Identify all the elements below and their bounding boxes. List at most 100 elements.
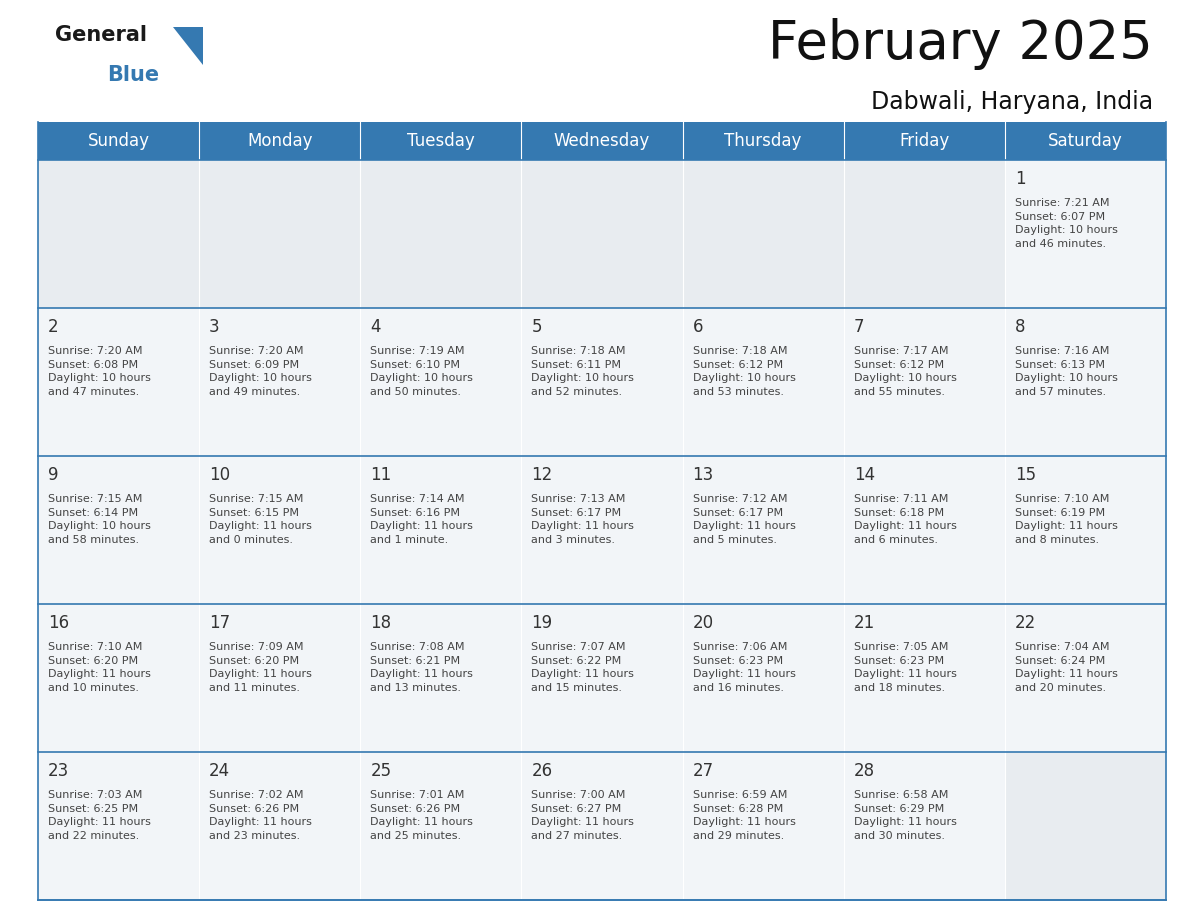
Text: Thursday: Thursday <box>725 132 802 150</box>
Bar <box>843 308 1005 456</box>
Bar <box>683 752 843 900</box>
Text: 25: 25 <box>371 762 391 780</box>
Text: 1: 1 <box>1015 170 1025 188</box>
Text: Sunrise: 7:06 AM
Sunset: 6:23 PM
Daylight: 11 hours
and 16 minutes.: Sunrise: 7:06 AM Sunset: 6:23 PM Dayligh… <box>693 642 796 693</box>
Bar <box>200 604 360 752</box>
Bar <box>683 456 843 604</box>
Text: Sunrise: 7:00 AM
Sunset: 6:27 PM
Daylight: 11 hours
and 27 minutes.: Sunrise: 7:00 AM Sunset: 6:27 PM Dayligh… <box>531 790 634 841</box>
Bar <box>38 456 200 604</box>
Text: 3: 3 <box>209 318 220 336</box>
Text: 6: 6 <box>693 318 703 336</box>
Text: Sunrise: 7:18 AM
Sunset: 6:12 PM
Daylight: 10 hours
and 53 minutes.: Sunrise: 7:18 AM Sunset: 6:12 PM Dayligh… <box>693 346 796 397</box>
Bar <box>522 752 683 900</box>
Text: Sunrise: 7:15 AM
Sunset: 6:15 PM
Daylight: 11 hours
and 0 minutes.: Sunrise: 7:15 AM Sunset: 6:15 PM Dayligh… <box>209 494 312 544</box>
Text: Sunrise: 6:58 AM
Sunset: 6:29 PM
Daylight: 11 hours
and 30 minutes.: Sunrise: 6:58 AM Sunset: 6:29 PM Dayligh… <box>854 790 956 841</box>
Text: Monday: Monday <box>247 132 312 150</box>
Bar <box>200 308 360 456</box>
Text: 7: 7 <box>854 318 864 336</box>
Bar <box>843 604 1005 752</box>
Text: Sunrise: 7:08 AM
Sunset: 6:21 PM
Daylight: 11 hours
and 13 minutes.: Sunrise: 7:08 AM Sunset: 6:21 PM Dayligh… <box>371 642 473 693</box>
Text: 21: 21 <box>854 614 876 632</box>
Bar <box>522 122 683 160</box>
Bar <box>1005 752 1165 900</box>
Text: Sunrise: 7:14 AM
Sunset: 6:16 PM
Daylight: 11 hours
and 1 minute.: Sunrise: 7:14 AM Sunset: 6:16 PM Dayligh… <box>371 494 473 544</box>
Bar <box>1005 160 1165 308</box>
Text: 15: 15 <box>1015 466 1036 484</box>
Text: Dabwali, Haryana, India: Dabwali, Haryana, India <box>871 90 1154 114</box>
Text: Sunrise: 7:04 AM
Sunset: 6:24 PM
Daylight: 11 hours
and 20 minutes.: Sunrise: 7:04 AM Sunset: 6:24 PM Dayligh… <box>1015 642 1118 693</box>
Bar <box>522 604 683 752</box>
Text: 26: 26 <box>531 762 552 780</box>
Bar <box>38 160 200 308</box>
Text: 23: 23 <box>48 762 69 780</box>
Bar <box>38 604 200 752</box>
Bar <box>360 752 522 900</box>
Bar <box>1005 456 1165 604</box>
Text: Sunrise: 7:07 AM
Sunset: 6:22 PM
Daylight: 11 hours
and 15 minutes.: Sunrise: 7:07 AM Sunset: 6:22 PM Dayligh… <box>531 642 634 693</box>
Text: Saturday: Saturday <box>1048 132 1123 150</box>
Text: 19: 19 <box>531 614 552 632</box>
Text: Sunrise: 7:02 AM
Sunset: 6:26 PM
Daylight: 11 hours
and 23 minutes.: Sunrise: 7:02 AM Sunset: 6:26 PM Dayligh… <box>209 790 312 841</box>
Text: 9: 9 <box>48 466 58 484</box>
Text: Wednesday: Wednesday <box>554 132 650 150</box>
Bar <box>1005 308 1165 456</box>
Text: 13: 13 <box>693 466 714 484</box>
Text: 24: 24 <box>209 762 230 780</box>
Bar <box>522 308 683 456</box>
Text: Sunrise: 7:19 AM
Sunset: 6:10 PM
Daylight: 10 hours
and 50 minutes.: Sunrise: 7:19 AM Sunset: 6:10 PM Dayligh… <box>371 346 473 397</box>
Text: Sunrise: 7:03 AM
Sunset: 6:25 PM
Daylight: 11 hours
and 22 minutes.: Sunrise: 7:03 AM Sunset: 6:25 PM Dayligh… <box>48 790 151 841</box>
Text: Sunrise: 7:18 AM
Sunset: 6:11 PM
Daylight: 10 hours
and 52 minutes.: Sunrise: 7:18 AM Sunset: 6:11 PM Dayligh… <box>531 346 634 397</box>
Bar <box>522 456 683 604</box>
Bar <box>683 308 843 456</box>
Text: Sunday: Sunday <box>88 132 150 150</box>
Text: Sunrise: 7:20 AM
Sunset: 6:08 PM
Daylight: 10 hours
and 47 minutes.: Sunrise: 7:20 AM Sunset: 6:08 PM Dayligh… <box>48 346 151 397</box>
Bar <box>200 160 360 308</box>
Text: 11: 11 <box>371 466 392 484</box>
Text: Sunrise: 7:01 AM
Sunset: 6:26 PM
Daylight: 11 hours
and 25 minutes.: Sunrise: 7:01 AM Sunset: 6:26 PM Dayligh… <box>371 790 473 841</box>
Text: 18: 18 <box>371 614 391 632</box>
Bar <box>360 308 522 456</box>
Bar <box>843 122 1005 160</box>
Text: Sunrise: 7:05 AM
Sunset: 6:23 PM
Daylight: 11 hours
and 18 minutes.: Sunrise: 7:05 AM Sunset: 6:23 PM Dayligh… <box>854 642 956 693</box>
Bar <box>200 456 360 604</box>
Bar <box>360 456 522 604</box>
Bar <box>360 604 522 752</box>
Text: 22: 22 <box>1015 614 1036 632</box>
Text: Sunrise: 7:10 AM
Sunset: 6:20 PM
Daylight: 11 hours
and 10 minutes.: Sunrise: 7:10 AM Sunset: 6:20 PM Dayligh… <box>48 642 151 693</box>
Text: General: General <box>55 25 147 45</box>
Bar <box>38 752 200 900</box>
Text: Sunrise: 7:21 AM
Sunset: 6:07 PM
Daylight: 10 hours
and 46 minutes.: Sunrise: 7:21 AM Sunset: 6:07 PM Dayligh… <box>1015 198 1118 249</box>
Bar <box>843 160 1005 308</box>
Bar <box>843 456 1005 604</box>
Text: Tuesday: Tuesday <box>407 132 475 150</box>
Text: Sunrise: 7:10 AM
Sunset: 6:19 PM
Daylight: 11 hours
and 8 minutes.: Sunrise: 7:10 AM Sunset: 6:19 PM Dayligh… <box>1015 494 1118 544</box>
Bar <box>360 122 522 160</box>
Text: 4: 4 <box>371 318 381 336</box>
Text: 16: 16 <box>48 614 69 632</box>
Bar <box>683 604 843 752</box>
Text: 2: 2 <box>48 318 58 336</box>
Bar <box>1005 604 1165 752</box>
Bar <box>522 160 683 308</box>
Text: February 2025: February 2025 <box>769 18 1154 70</box>
Bar <box>38 308 200 456</box>
Text: 12: 12 <box>531 466 552 484</box>
Text: 28: 28 <box>854 762 874 780</box>
Text: 8: 8 <box>1015 318 1025 336</box>
Bar <box>38 122 200 160</box>
Text: Sunrise: 7:13 AM
Sunset: 6:17 PM
Daylight: 11 hours
and 3 minutes.: Sunrise: 7:13 AM Sunset: 6:17 PM Dayligh… <box>531 494 634 544</box>
Text: 14: 14 <box>854 466 874 484</box>
Bar <box>200 122 360 160</box>
Bar <box>843 752 1005 900</box>
Polygon shape <box>173 27 203 65</box>
Text: Sunrise: 7:17 AM
Sunset: 6:12 PM
Daylight: 10 hours
and 55 minutes.: Sunrise: 7:17 AM Sunset: 6:12 PM Dayligh… <box>854 346 956 397</box>
Text: Sunrise: 7:20 AM
Sunset: 6:09 PM
Daylight: 10 hours
and 49 minutes.: Sunrise: 7:20 AM Sunset: 6:09 PM Dayligh… <box>209 346 312 397</box>
Text: 5: 5 <box>531 318 542 336</box>
Bar <box>1005 122 1165 160</box>
Text: 27: 27 <box>693 762 714 780</box>
Text: Sunrise: 6:59 AM
Sunset: 6:28 PM
Daylight: 11 hours
and 29 minutes.: Sunrise: 6:59 AM Sunset: 6:28 PM Dayligh… <box>693 790 796 841</box>
Text: Sunrise: 7:09 AM
Sunset: 6:20 PM
Daylight: 11 hours
and 11 minutes.: Sunrise: 7:09 AM Sunset: 6:20 PM Dayligh… <box>209 642 312 693</box>
Text: Friday: Friday <box>899 132 949 150</box>
Text: Sunrise: 7:15 AM
Sunset: 6:14 PM
Daylight: 10 hours
and 58 minutes.: Sunrise: 7:15 AM Sunset: 6:14 PM Dayligh… <box>48 494 151 544</box>
Bar <box>200 752 360 900</box>
